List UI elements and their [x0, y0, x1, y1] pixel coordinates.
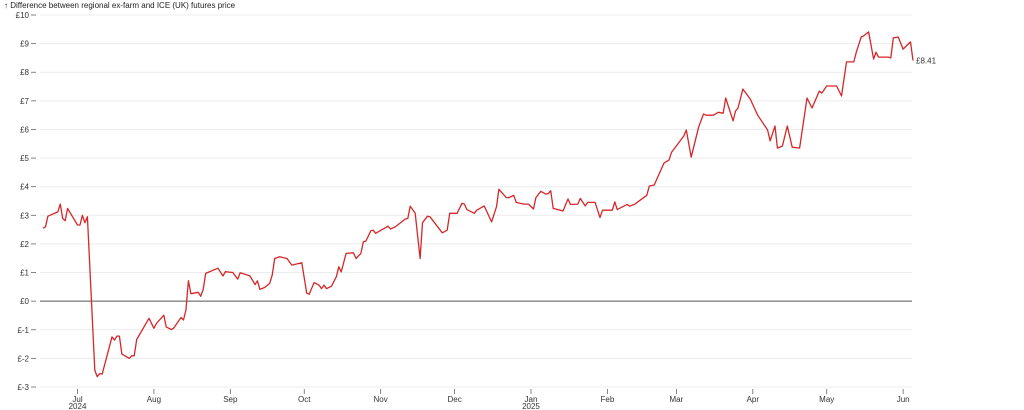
y-tick-label: £8: [20, 68, 29, 77]
x-tick-label: Feb: [600, 395, 614, 404]
x-tick-label: Sep: [223, 395, 238, 404]
x-tick-label: Jan: [525, 395, 538, 404]
y-tick-label: £6: [20, 125, 29, 134]
y-tick-label: £1: [20, 269, 29, 278]
y-tick-label: £5: [20, 154, 29, 163]
end-value-label: £8.41: [916, 56, 937, 65]
x-tick-label: Apr: [747, 395, 760, 404]
y-tick-label: £2: [20, 240, 29, 249]
x-tick-label: Mar: [670, 395, 684, 404]
y-tick-label: £-2: [17, 354, 29, 363]
x-tick-label: Oct: [298, 395, 311, 404]
y-tick-label: £4: [20, 183, 29, 192]
y-tick-label: £-1: [17, 326, 29, 335]
y-tick-label: £10: [16, 11, 30, 20]
y-axis: £10 £9 £8 £7 £6 £5 £4 £3 £2 £1 £0 £-1 £-2 £-3: [16, 11, 36, 392]
grid-lines: [40, 14, 912, 388]
x-tick-label: May: [819, 395, 834, 404]
x-tick-year: 2025: [522, 402, 540, 410]
y-tick-label: £0: [20, 297, 29, 306]
chart-title: ↑ Difference between regional ex-farm an…: [4, 1, 236, 10]
x-tick-label: Jul: [72, 395, 82, 404]
y-tick-label: £-3: [17, 383, 29, 392]
x-tick-year: 2024: [69, 402, 87, 410]
x-tick-label: Dec: [447, 395, 461, 404]
x-tick-label: Nov: [374, 395, 388, 404]
y-tick-label: £3: [20, 211, 29, 220]
y-tick-label: £9: [20, 40, 29, 49]
x-tick-label: Jun: [897, 395, 910, 404]
x-tick-label: Aug: [147, 395, 161, 404]
y-tick-label: £7: [20, 97, 29, 106]
series-line: [42, 31, 914, 378]
